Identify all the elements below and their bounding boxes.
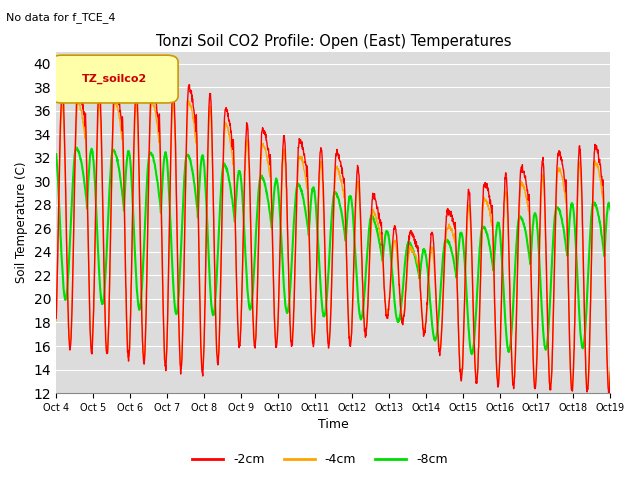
Legend: -2cm, -4cm, -8cm: -2cm, -4cm, -8cm [187, 448, 453, 471]
Y-axis label: Soil Temperature (C): Soil Temperature (C) [15, 162, 28, 283]
Text: No data for f_TCE_4: No data for f_TCE_4 [6, 12, 116, 23]
FancyBboxPatch shape [51, 55, 178, 103]
Title: Tonzi Soil CO2 Profile: Open (East) Temperatures: Tonzi Soil CO2 Profile: Open (East) Temp… [156, 34, 511, 49]
X-axis label: Time: Time [318, 419, 349, 432]
Text: TZ_soilco2: TZ_soilco2 [82, 74, 147, 84]
